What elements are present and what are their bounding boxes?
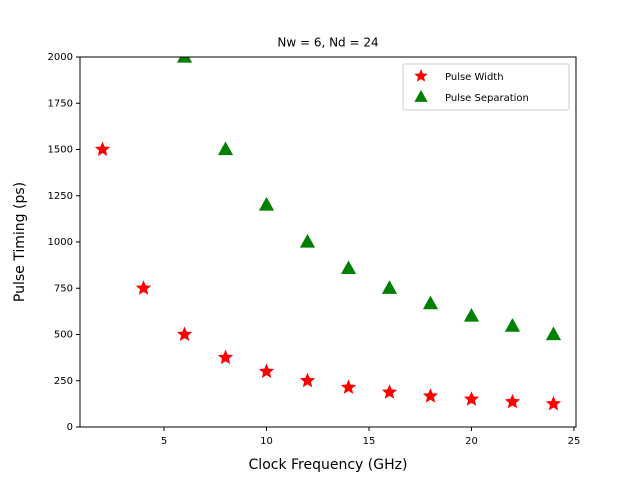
data-point (545, 326, 562, 341)
data-point (176, 57, 193, 63)
y-tick-label: 1250 (48, 191, 73, 202)
plot-area (94, 57, 562, 411)
data-point (217, 349, 234, 365)
data-point (422, 295, 439, 310)
data-point (340, 379, 357, 394)
x-tick-label: 25 (568, 436, 581, 447)
data-point (258, 197, 275, 211)
data-point (176, 326, 193, 341)
data-point (299, 234, 316, 248)
y-tick-label: 500 (54, 330, 73, 341)
x-tick-label: 15 (363, 436, 376, 447)
x-tick-label: 20 (465, 436, 478, 447)
y-tick-label: 750 (54, 283, 73, 294)
data-point (381, 280, 398, 294)
legend-marker (414, 90, 428, 102)
y-tick-label: 1750 (48, 98, 73, 109)
plot-frame (79, 56, 577, 428)
data-point (504, 318, 521, 332)
y-tick-label: 0 (67, 422, 73, 433)
data-point (340, 260, 357, 275)
data-point (545, 395, 562, 411)
y-tick-label: 2000 (48, 52, 73, 63)
data-point (422, 388, 439, 403)
data-point (299, 372, 316, 388)
y-tick-label: 250 (54, 376, 73, 387)
data-point (217, 141, 234, 156)
y-tick-label: 1500 (48, 145, 73, 156)
data-point (94, 141, 111, 156)
y-tick-label: 1000 (48, 237, 73, 248)
legend-marker (414, 69, 428, 82)
data-point (381, 384, 398, 399)
legend-box (402, 63, 570, 111)
legend-label: Pulse Separation (445, 93, 529, 104)
legend-label: Pulse Width (445, 72, 504, 83)
data-point (258, 363, 275, 378)
data-point (135, 280, 152, 295)
x-axis-label: Clock Frequency (GHz) (249, 457, 408, 473)
data-point (463, 391, 480, 406)
y-axis-label: Pulse Timing (ps) (12, 182, 28, 302)
data-point (463, 308, 480, 322)
chart-title: Nw = 6, Nd = 24 (277, 36, 378, 50)
data-point (504, 393, 521, 409)
x-tick-label: 10 (260, 436, 273, 447)
x-tick-label: 5 (161, 436, 167, 447)
